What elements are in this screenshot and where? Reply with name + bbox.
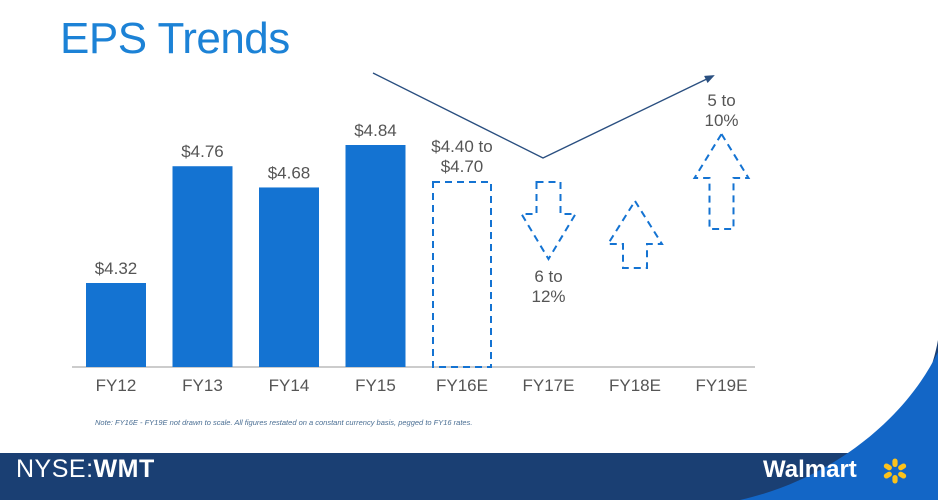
tick-label-fy13: FY13 [182, 376, 223, 395]
trend-arrow-line [372, 72, 715, 159]
up-arrow-fy18e [606, 199, 664, 269]
value-label-fy15: $4.84 [354, 121, 397, 140]
estimate-label-fy19e-line2: 10% [704, 111, 738, 130]
bar-fy15 [345, 145, 406, 367]
tick-label-fy12: FY12 [96, 376, 137, 395]
estimate-label-fy17e-line1: 6 to [534, 267, 562, 286]
ticker: NYSE:WMT [16, 455, 155, 484]
page-title: EPS Trends [60, 14, 290, 63]
up-arrow-fy19e [692, 132, 751, 230]
estimate-label-fy16e-line2: $4.70 [441, 157, 484, 176]
footnote: Note: FY16E - FY19E not drawn to scale. … [95, 418, 473, 427]
estimate-label-fy16e-line1: $4.40 to [431, 137, 492, 156]
tick-label-fy17e: FY17E [523, 376, 575, 395]
estimate-label-fy19e-line1: 5 to [707, 91, 735, 110]
tick-label-fy15: FY15 [355, 376, 396, 395]
bar-fy14 [259, 187, 319, 367]
estimate-label-fy17e-line2: 12% [531, 287, 565, 306]
value-label-fy14: $4.68 [268, 163, 311, 182]
tick-label-fy18e: FY18E [609, 376, 661, 395]
ticker-prefix: NYSE: [16, 455, 94, 483]
ticker-symbol: WMT [93, 455, 155, 483]
tick-label-fy19e: FY19E [696, 376, 748, 395]
down-arrow-fy17e [519, 181, 578, 261]
tick-label-fy14: FY14 [269, 376, 310, 395]
estimate-box-fy16e [432, 181, 492, 368]
brand-name: Walmart [763, 456, 857, 483]
value-label-fy13: $4.76 [181, 142, 224, 161]
value-label-fy12: $4.32 [95, 259, 138, 278]
tick-label-fy16e: FY16E [436, 376, 488, 395]
bar-fy12 [86, 283, 146, 367]
bar-fy13 [172, 166, 233, 367]
